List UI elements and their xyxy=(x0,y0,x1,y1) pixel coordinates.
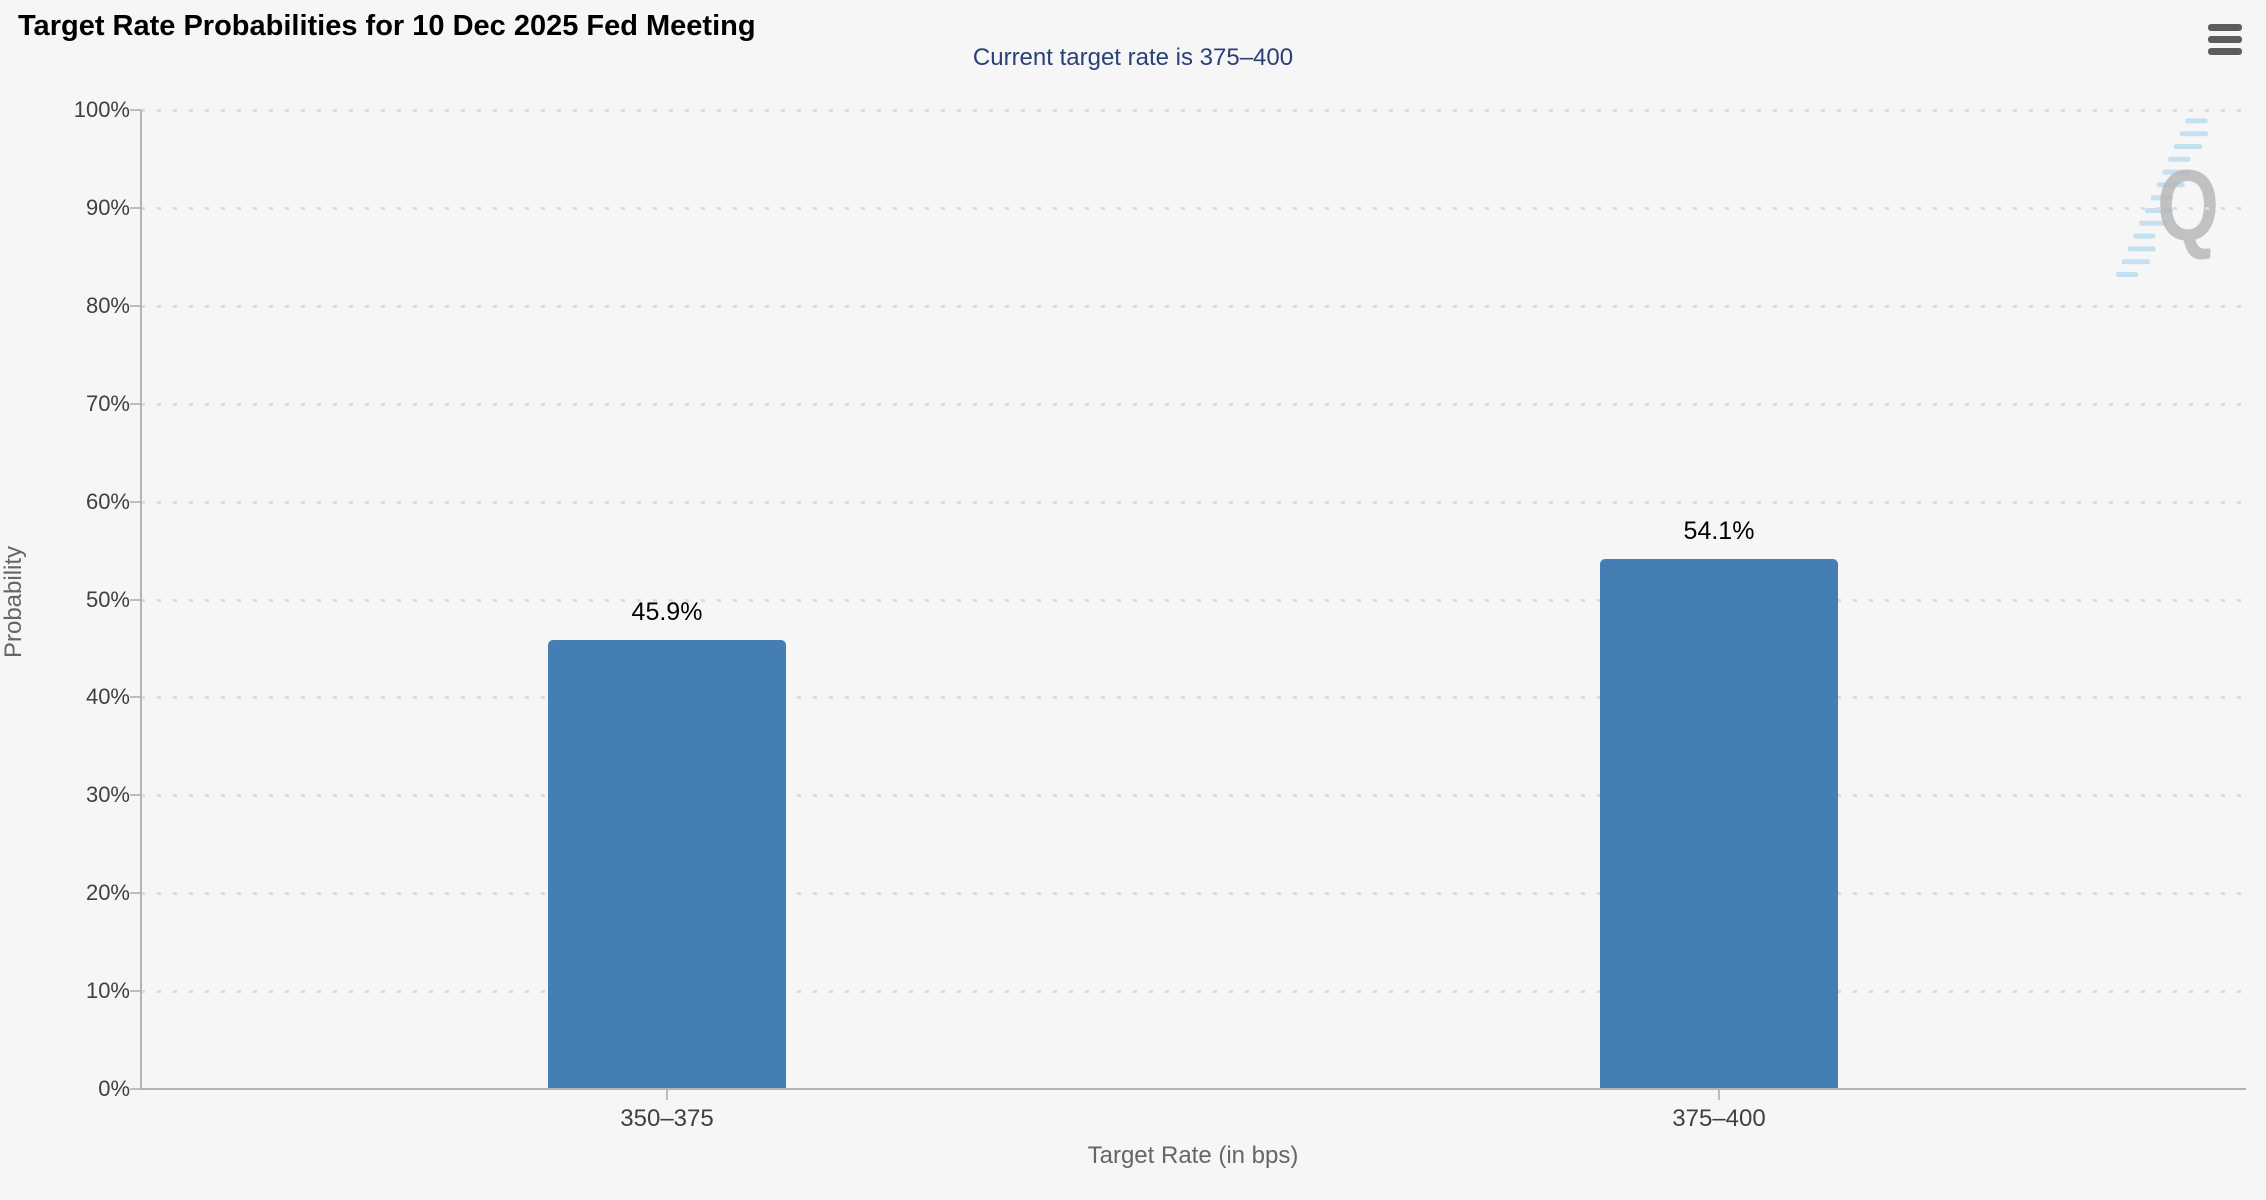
x-axis-title: Target Rate (in bps) xyxy=(1087,1142,1299,1169)
column-bar[interactable] xyxy=(548,639,786,1089)
y-axis-label: 0% xyxy=(98,1076,130,1101)
y-axis-tick xyxy=(130,696,141,699)
y-gridline xyxy=(141,696,2252,700)
y-axis-tick xyxy=(130,500,141,503)
y-axis-tick xyxy=(130,304,141,307)
y-gridline xyxy=(141,892,2252,896)
x-axis-tick xyxy=(1718,1089,1720,1100)
y-axis-tick xyxy=(130,990,141,993)
y-gridline xyxy=(141,109,2252,112)
y-axis-label: 70% xyxy=(85,390,130,416)
y-axis-label: 100% xyxy=(73,97,130,122)
y-axis-label: 40% xyxy=(85,684,130,710)
x-axis-tick xyxy=(666,1089,668,1100)
y-axis-tick xyxy=(130,794,141,797)
column-bar[interactable] xyxy=(1600,559,1838,1089)
y-axis-label: 90% xyxy=(85,194,130,220)
y-axis-label: 50% xyxy=(85,586,130,612)
y-gridline xyxy=(141,598,2252,602)
bar-value-label: 54.1% xyxy=(1683,517,1755,546)
y-axis-label: 10% xyxy=(85,978,130,1004)
watermark-stripes-icon xyxy=(2116,118,2208,277)
y-axis-tick xyxy=(130,206,141,209)
x-axis-line xyxy=(140,1088,2246,1090)
x-axis-category-label: 350–375 xyxy=(620,1105,714,1132)
export-menu-button[interactable] xyxy=(2202,16,2248,62)
y-axis-tick xyxy=(130,1088,141,1090)
y-axis-line xyxy=(140,110,142,1089)
y-axis-tick xyxy=(130,109,141,111)
y-gridline xyxy=(141,794,2252,798)
y-gridline xyxy=(141,304,2252,308)
y-axis-label: 20% xyxy=(85,880,130,906)
y-axis-tick xyxy=(130,892,141,895)
y-gridline xyxy=(141,402,2252,406)
y-axis-label: 30% xyxy=(85,782,130,808)
y-axis-label: 60% xyxy=(85,488,130,514)
bar-value-label: 45.9% xyxy=(631,597,703,626)
y-axis-label: 80% xyxy=(85,292,130,318)
y-axis-tick xyxy=(130,402,141,405)
chart-title: Target Rate Probabilities for 10 Dec 202… xyxy=(18,10,756,42)
chart-subtitle: Current target rate is 375–400 xyxy=(972,44,1294,71)
quikstrike-watermark: Q xyxy=(2116,118,2219,277)
y-gridline xyxy=(141,500,2252,504)
x-axis-category-label: 375–400 xyxy=(1672,1105,1766,1132)
y-axis-tick xyxy=(130,598,141,601)
y-gridline xyxy=(141,206,2252,210)
y-gridline xyxy=(141,990,2252,994)
